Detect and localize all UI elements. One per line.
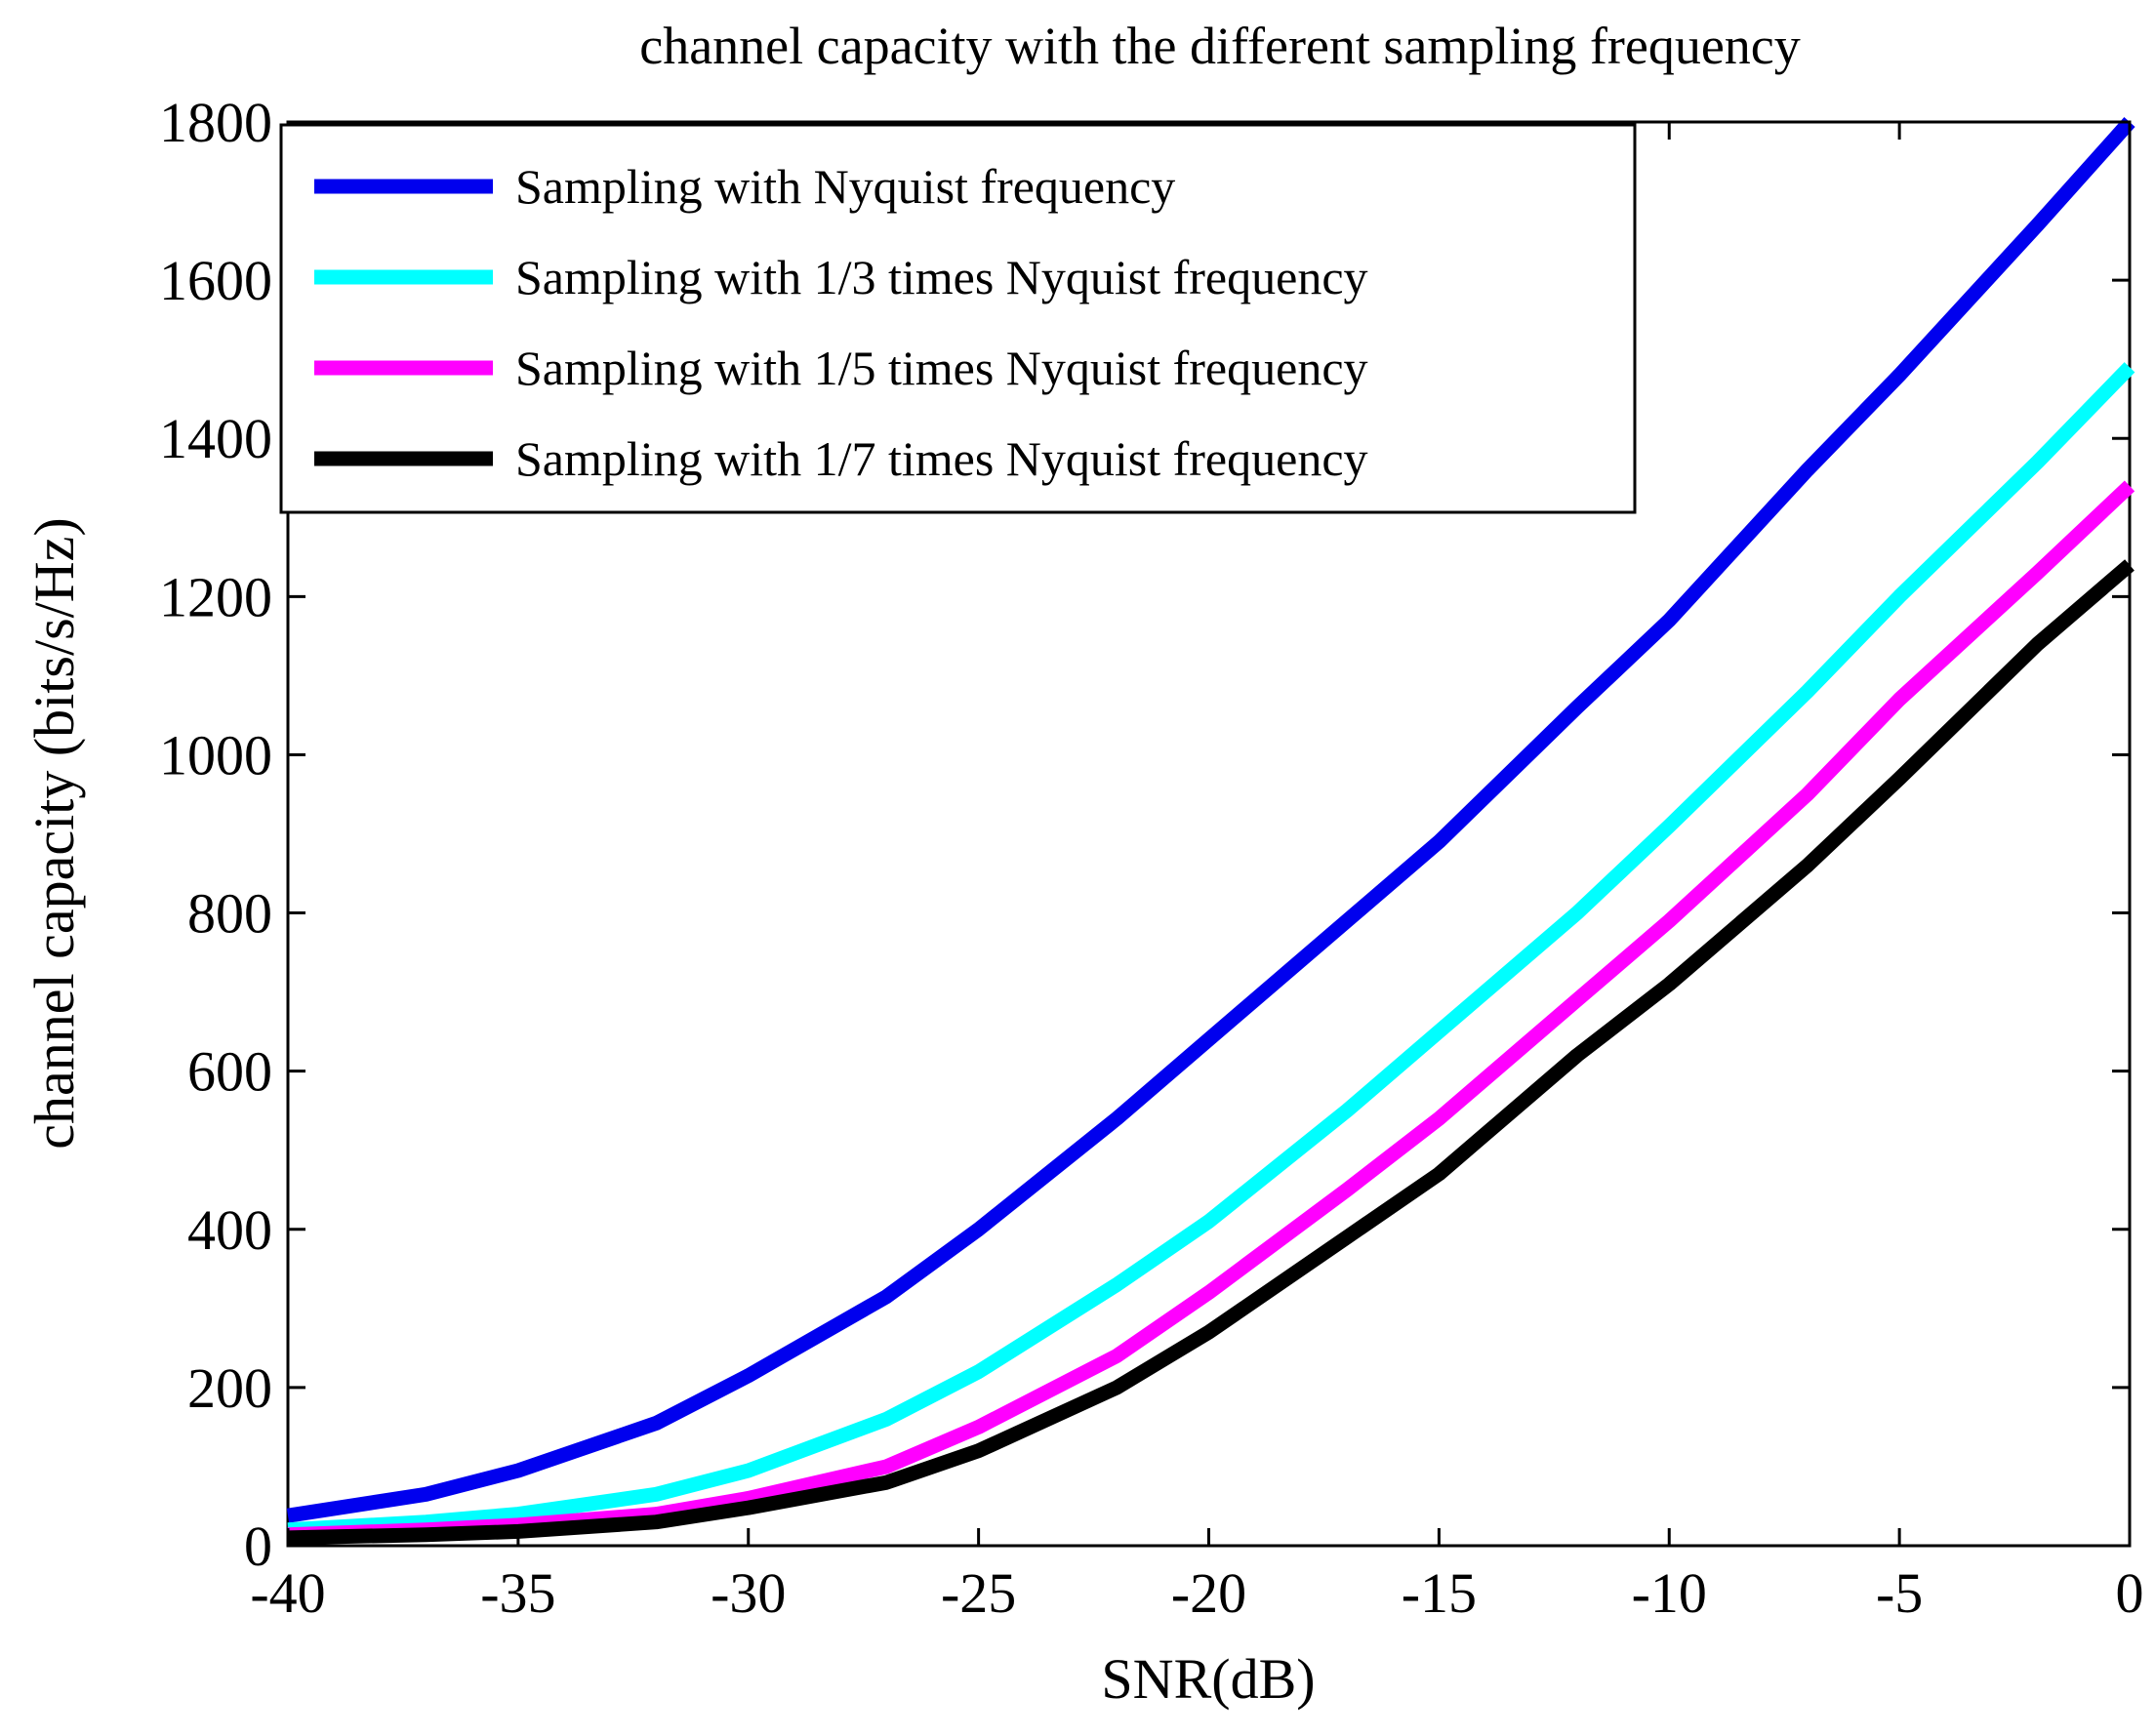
x-tick-label: -15 <box>1402 1561 1477 1625</box>
x-axis-label: SNR(dB) <box>1101 1647 1315 1711</box>
y-tick-label: 1800 <box>159 91 272 154</box>
legend-entries: Sampling with Nyquist frequency Sampling … <box>314 159 1368 486</box>
legend-label-3: Sampling with 1/5 times Nyquist frequenc… <box>515 341 1368 395</box>
x-tick-label: -5 <box>1876 1561 1923 1625</box>
legend-label-1: Sampling with Nyquist frequency <box>515 159 1175 214</box>
series-line-2 <box>287 362 2135 1538</box>
y-tick-label: 400 <box>187 1198 272 1262</box>
series-line-4 <box>287 559 2135 1546</box>
legend-label-2: Sampling with 1/3 times Nyquist frequenc… <box>515 250 1368 304</box>
x-tick-label: -40 <box>250 1561 325 1625</box>
series-line-1 <box>286 116 2135 1523</box>
y-tick-label: 800 <box>187 882 272 946</box>
axis-layer: -40 -35 -30 -25 -20 -15 -10 -5 0 0 200 400 600 800 100… <box>159 91 2144 1625</box>
y-axis-label: channel capacity (bits/s/Hz) <box>22 517 86 1149</box>
series-layer <box>286 116 2135 1546</box>
x-tick-label: 0 <box>2116 1561 2144 1625</box>
y-tick-label: 1200 <box>159 565 272 628</box>
x-tick-label: -25 <box>941 1561 1016 1625</box>
legend-label-4: Sampling with 1/7 times Nyquist frequenc… <box>515 431 1368 486</box>
y-tick-label: 1600 <box>159 249 272 312</box>
chart-title: channel capacity with the different samp… <box>639 17 1801 75</box>
x-tick-label: -35 <box>480 1561 555 1625</box>
legend-box <box>279 123 1637 514</box>
series-line-3 <box>287 480 2135 1543</box>
x-tick-label: -20 <box>1171 1561 1246 1625</box>
y-tick-label: 0 <box>244 1514 272 1578</box>
x-tick-label: -30 <box>711 1561 786 1625</box>
legend: Sampling with Nyquist frequency Sampling … <box>279 123 1637 514</box>
y-tick-label: 1000 <box>159 723 272 787</box>
y-tick-label: 1400 <box>159 407 272 470</box>
y-tick-label: 600 <box>187 1040 272 1104</box>
y-tick-label: 200 <box>187 1356 272 1420</box>
x-tick-label: -10 <box>1632 1561 1707 1625</box>
